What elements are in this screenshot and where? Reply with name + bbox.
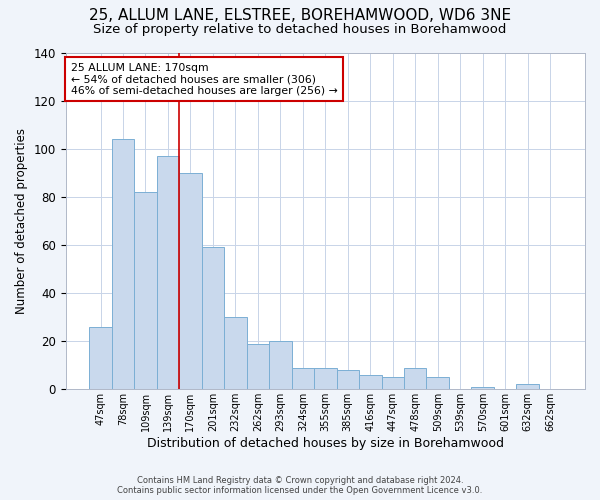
Bar (247, 344, 269, 390)
Bar (179, 173, 202, 390)
Bar (472, 387, 494, 390)
Bar (112, 139, 134, 390)
Y-axis label: Number of detached properties: Number of detached properties (15, 128, 28, 314)
Bar (337, 370, 359, 390)
Text: 25 ALLUM LANE: 170sqm
← 54% of detached houses are smaller (306)
46% of semi-det: 25 ALLUM LANE: 170sqm ← 54% of detached … (71, 62, 338, 96)
X-axis label: Distribution of detached houses by size in Borehamwood: Distribution of detached houses by size … (147, 437, 504, 450)
Bar (269, 341, 292, 390)
Bar (359, 375, 382, 390)
Text: Contains HM Land Registry data © Crown copyright and database right 2024.
Contai: Contains HM Land Registry data © Crown c… (118, 476, 482, 495)
Bar (382, 378, 404, 390)
Bar (517, 384, 539, 390)
Bar (427, 378, 449, 390)
Text: Size of property relative to detached houses in Borehamwood: Size of property relative to detached ho… (94, 22, 506, 36)
Bar (202, 248, 224, 390)
Bar (314, 368, 337, 390)
Bar (224, 317, 247, 390)
Bar (134, 192, 157, 390)
Text: 25, ALLUM LANE, ELSTREE, BOREHAMWOOD, WD6 3NE: 25, ALLUM LANE, ELSTREE, BOREHAMWOOD, WD… (89, 8, 511, 22)
Bar (404, 368, 427, 390)
Bar (89, 326, 112, 390)
Bar (292, 368, 314, 390)
Bar (157, 156, 179, 390)
